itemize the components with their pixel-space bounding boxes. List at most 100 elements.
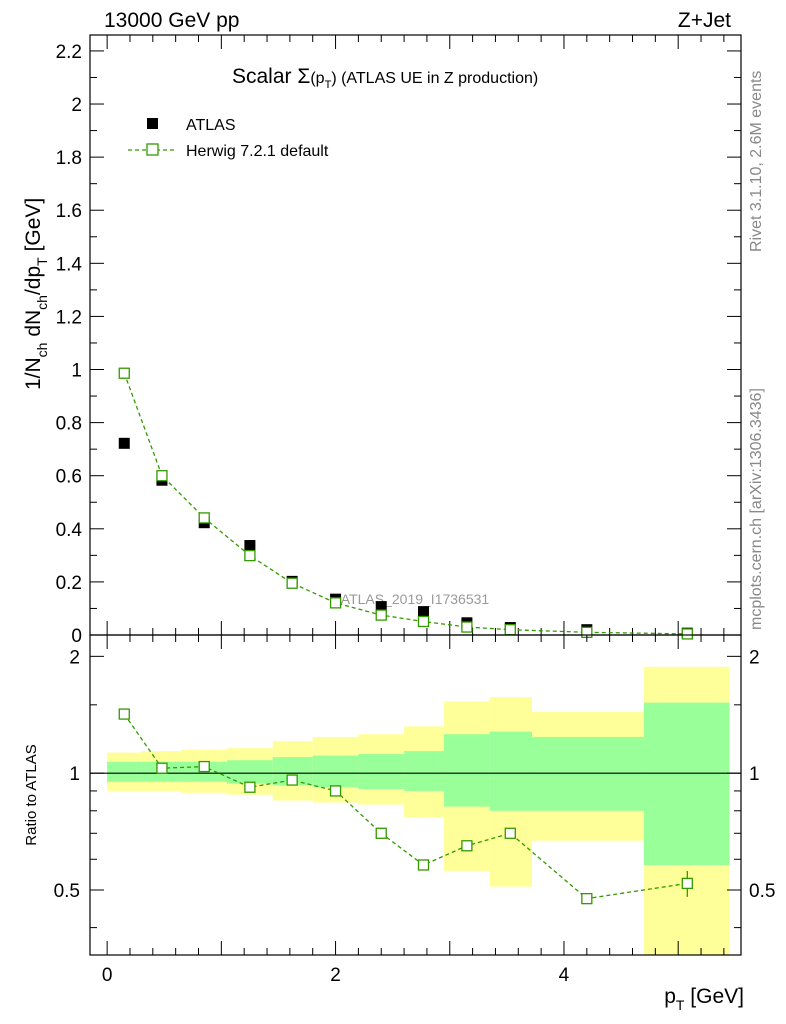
mc-point-5: [329, 597, 342, 609]
mc-point-1: [156, 470, 168, 482]
x-tick-label-1: 2: [330, 965, 341, 986]
main-ytick-label-10: 2: [71, 95, 82, 116]
title-prefix: Scalar: [232, 65, 297, 88]
mc-points: [118, 367, 693, 640]
beam-label: 13000 GeV pp: [104, 9, 239, 32]
legend: ATLAS Herwig 7.2.1 default: [128, 117, 329, 160]
ratio-y-axis-label: Ratio to ATLAS: [23, 744, 40, 845]
band-inner-6: [358, 754, 405, 790]
analysis-watermark: ATLAS_2019_I1736531: [341, 591, 490, 607]
ylabel-e: /dp: [22, 266, 45, 295]
x-tick-labels: 0 2 4: [102, 965, 570, 986]
legend-mc-label: Herwig 7.2.1 default: [186, 143, 329, 160]
mcplots-label: mcplots.cern.ch [arXiv:1306.3436]: [748, 388, 765, 630]
x-tick-label-0: 0: [102, 965, 113, 986]
band-inner-11: [643, 702, 730, 865]
ratio-ytick-label-left-2: 2: [69, 647, 80, 668]
ratio-ytick-label-right-2: 2: [749, 647, 760, 668]
main-ytick-label-2: 0.4: [56, 520, 83, 541]
ratio-series-line: [123, 713, 688, 900]
legend-data-marker: [147, 118, 158, 129]
ratio-point-4: [286, 774, 298, 786]
main-ytick-label-8: 1.6: [56, 201, 82, 222]
ratio-point-8: [461, 840, 473, 852]
data-points: [118, 437, 693, 639]
ratio-point-10: [581, 892, 593, 905]
ratio-axis-ticks: [90, 635, 741, 955]
ylabel-d: ch: [34, 295, 50, 310]
ratio-point-1: [156, 762, 168, 774]
ratio-ytick-label-right-1: 1: [749, 764, 760, 785]
main-ytick-label-5: 1: [71, 361, 82, 382]
ratio-point-0: [118, 708, 130, 720]
xlabel-a: p: [664, 985, 676, 1008]
ylabel-c: dN: [22, 310, 45, 343]
ratio-panel: 0.5 0.5 1 1 2 2 0 2 4 Ratio to ATLAS pT [GeV]: [23, 634, 776, 1013]
data-point-6: [375, 601, 387, 613]
band-inner-3: [227, 760, 273, 784]
band-inner-10: [531, 736, 644, 811]
main-ytick-label-11: 2.2: [56, 42, 82, 63]
legend-data-label: ATLAS: [186, 117, 236, 134]
ratio-point-7: [417, 859, 430, 871]
band-inner-7: [404, 751, 445, 791]
band-inner-8: [444, 734, 490, 807]
main-y-axis-label: 1/Nch dNch/dpT [GeV]: [22, 198, 50, 390]
ratio-frame: [89, 634, 742, 956]
data-point-3: [244, 540, 256, 552]
rivet-version-label: Rivet 3.1.10, 2.6M events: [748, 71, 765, 252]
band-inner-9: [489, 731, 532, 811]
mc-point-2: [198, 512, 210, 524]
x-tick-label-2: 4: [559, 965, 570, 986]
data-point-0: [118, 437, 130, 449]
ratio-points: [118, 708, 693, 905]
title-suffix: (ATLAS UE in Z production): [337, 70, 539, 87]
data-point-7: [417, 606, 429, 618]
mc-point-7: [417, 615, 430, 628]
ratio-point-5: [329, 785, 342, 797]
title-t-sub: T: [325, 79, 332, 91]
ylabel-g: [GeV]: [22, 198, 45, 258]
ratio-point-2: [198, 760, 210, 773]
main-tick-labels: 0 0.2 0.4 0.6 0.8 1 1.2 1.4 1.6 1.8 2 2.2: [56, 42, 83, 647]
main-axis-ticks: [90, 35, 741, 636]
xlabel-b: T: [676, 997, 685, 1013]
xlabel-c: [GeV]: [684, 985, 744, 1008]
ylabel-b: ch: [34, 343, 50, 358]
mc-point-6: [375, 609, 387, 621]
plot-title: Scalar Σ(pT) (ATLAS UE in Z production): [232, 65, 538, 91]
x-axis-label: pT [GeV]: [664, 985, 744, 1013]
main-ytick-label-1: 0.2: [56, 573, 82, 594]
mc-point-0: [118, 367, 130, 379]
main-ytick-label-7: 1.4: [56, 254, 83, 275]
legend-mc-marker: [146, 143, 159, 156]
title-p: (p: [310, 70, 324, 87]
main-ytick-label-4: 0.8: [56, 414, 82, 435]
ylabel-f: T: [34, 257, 50, 266]
title-sigma: Σ: [297, 65, 310, 88]
uncertainty-bands: [107, 666, 730, 955]
band-inner-5: [312, 755, 359, 788]
ratio-tick-labels: 0.5 0.5 1 1 2 2: [54, 647, 776, 902]
ratio-point-3: [244, 781, 256, 793]
main-ytick-label-9: 1.8: [56, 148, 82, 169]
mc-point-3: [244, 549, 256, 562]
mc-point-8: [461, 621, 473, 633]
ylabel-a: 1/N: [22, 357, 45, 390]
ratio-point-9: [504, 827, 516, 839]
main-panel: 0 0.2 0.4 0.6 0.8 1 1.2 1.4 1.6 1.8 2 2.2 ATLAS_201…: [22, 34, 742, 647]
ratio-ytick-label-left-1: 1: [69, 764, 80, 785]
mc-point-4: [286, 577, 298, 589]
title-close: ): [331, 70, 336, 87]
process-label: Z+Jet: [678, 9, 731, 32]
band-inner-0: [107, 761, 142, 782]
mc-point-11: [681, 628, 693, 640]
ratio-point-11: [681, 877, 693, 890]
ratio-ytick-label-right-0: 0.5: [749, 881, 775, 902]
main-ytick-label-6: 1.2: [56, 307, 82, 328]
main-ytick-label-0: 0: [71, 626, 82, 647]
ratio-point-6: [375, 827, 387, 839]
mc-point-9: [504, 624, 516, 636]
main-ytick-label-3: 0.6: [56, 467, 82, 488]
